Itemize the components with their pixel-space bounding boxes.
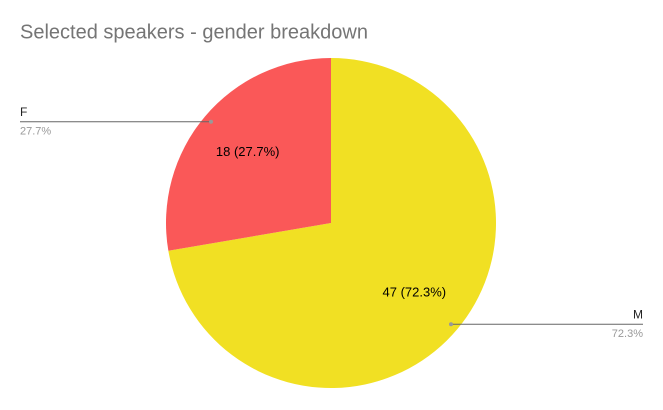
percent-label: 27.7% [20, 126, 51, 138]
value-label: 47 (72.3%) [383, 285, 447, 300]
chart-title: Selected speakers - gender breakdown [20, 21, 368, 43]
pie-slice [166, 58, 331, 251]
value-label: 18 (27.7%) [216, 144, 280, 159]
callout-dot [209, 119, 214, 124]
category-label: M [633, 307, 643, 321]
category-label: F [20, 105, 27, 119]
pie-slice [168, 58, 497, 388]
percent-label: 72.3% [612, 328, 643, 340]
callout-dot [448, 322, 453, 327]
